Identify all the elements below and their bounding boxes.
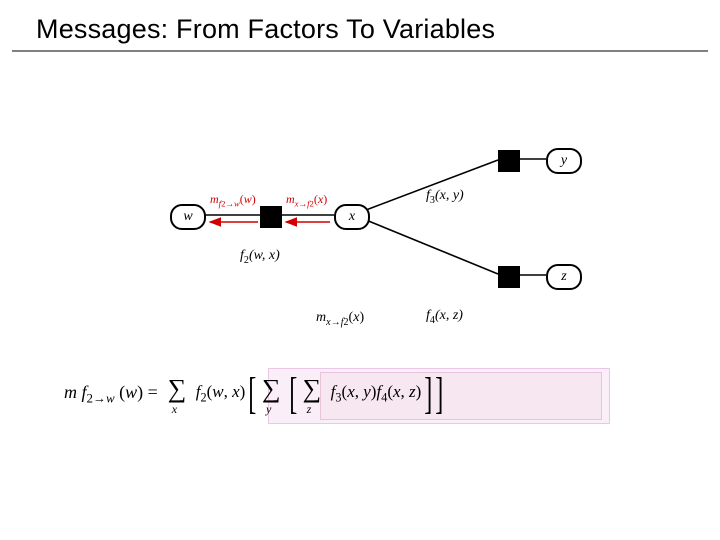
var-node-x: x: [334, 204, 370, 230]
equation-content: m f2→w (w) = ∑ x f2(w, x) [ ∑ y [ ∑ z f: [64, 372, 624, 462]
edge-x-f4: [366, 220, 498, 274]
msg-label-x-to-f2-restate: mx→f2(x): [316, 310, 364, 328]
factor-node-f3: [498, 150, 520, 172]
msg-label-f2-to-w: mf2→w(w): [210, 192, 256, 208]
var-label-x: x: [349, 209, 355, 224]
var-node-w: w: [170, 204, 206, 230]
msg-label-x-to-f2: mx→f2(x): [286, 192, 327, 208]
var-label-w: w: [183, 209, 192, 224]
factor-node-f4: [498, 266, 520, 288]
sum-z: ∑ z: [303, 372, 325, 416]
var-label-y: y: [561, 153, 567, 168]
sum-x: ∑ x: [168, 372, 190, 416]
var-label-z: z: [561, 269, 566, 284]
factor-label-f3: f3(x, y): [426, 188, 464, 206]
page-root: Messages: From Factors To Variables w x …: [0, 0, 720, 540]
factor-node-f2: [260, 206, 282, 228]
factor-label-f4: f4(x, z): [426, 308, 463, 326]
var-node-y: y: [546, 148, 582, 174]
sum-y: ∑ y: [262, 372, 284, 416]
equation-area: m f2→w (w) = ∑ x f2(w, x) [ ∑ y [ ∑ z f: [64, 372, 624, 462]
var-node-z: z: [546, 264, 582, 290]
factor-label-f2: f2(w, x): [240, 248, 280, 266]
